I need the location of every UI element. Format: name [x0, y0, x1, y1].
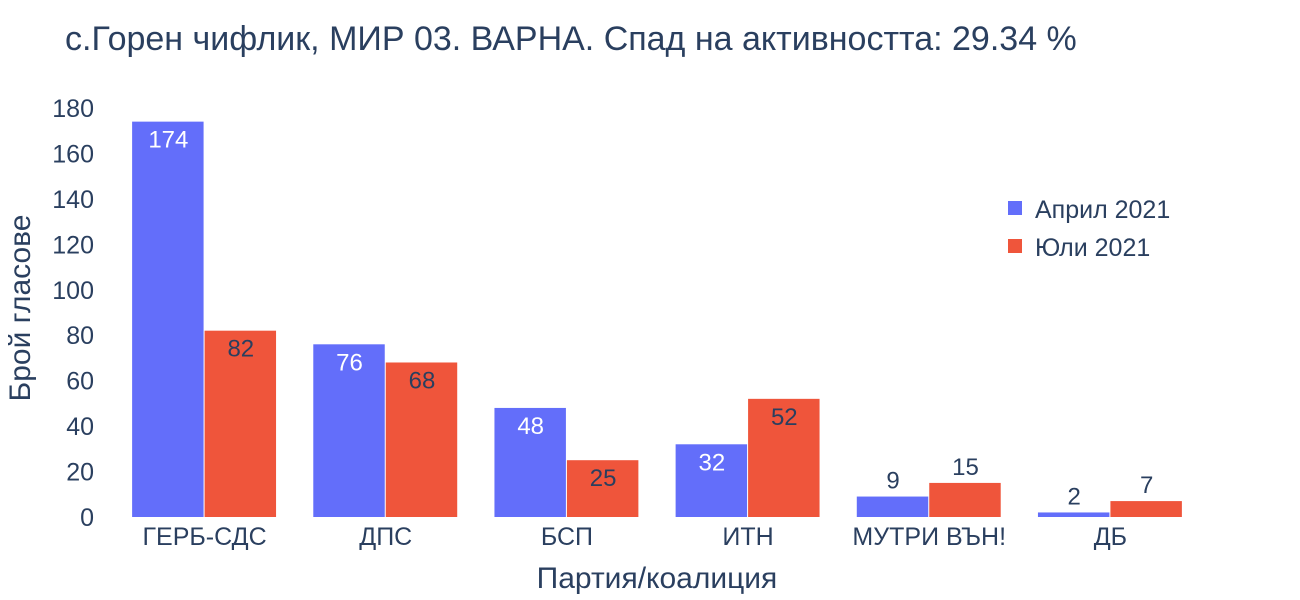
bar-value-label: 9	[886, 468, 899, 495]
bar[interactable]	[1037, 512, 1110, 517]
bar[interactable]	[748, 398, 820, 517]
y-tick-label: 20	[66, 459, 94, 487]
y-tick-label: 60	[66, 368, 94, 396]
x-axis-ticks: ГЕРБ-СДС ДПС БСП ИТН МУТРИ ВЪН! ДБ	[143, 523, 1128, 551]
legend-swatch[interactable]	[1008, 239, 1022, 253]
y-tick-label: 40	[66, 413, 94, 441]
bar-value-label: 25	[590, 465, 617, 492]
bar-value-label: 15	[952, 454, 979, 481]
x-tick-label: ИТН	[722, 523, 773, 551]
bar-labels: 174 76 48 32 9 2 82 68 25 52 15 7	[148, 127, 1153, 511]
bar-value-label: 174	[148, 127, 188, 154]
y-tick-label: 80	[66, 322, 94, 350]
y-tick-label: 0	[80, 504, 94, 532]
bar[interactable]	[313, 344, 385, 517]
bar[interactable]	[1110, 501, 1182, 517]
x-axis-label: Партия/коалиция	[537, 562, 778, 595]
legend-entry[interactable]: Юли 2021	[1035, 234, 1150, 262]
bar-value-label: 68	[409, 367, 436, 394]
legend-entry[interactable]: Април 2021	[1035, 196, 1170, 224]
y-tick-label: 140	[52, 186, 94, 214]
legend[interactable]: Април 2021 Юли 2021	[1008, 196, 1170, 262]
y-axis-label: Брой гласове	[4, 215, 37, 402]
legend-swatch[interactable]	[1008, 201, 1022, 215]
bars	[132, 121, 1182, 517]
bar[interactable]	[856, 496, 929, 517]
bar[interactable]	[675, 444, 748, 517]
x-tick-label: ДПС	[359, 523, 412, 551]
bar-value-label: 48	[517, 413, 544, 440]
y-tick-label: 120	[52, 231, 94, 259]
bar-value-label: 7	[1140, 472, 1153, 499]
bar-value-label: 32	[698, 449, 725, 476]
bar[interactable]	[385, 362, 458, 517]
y-axis-ticks: 0 20 40 60 80 100 120 140 160 180	[52, 95, 94, 532]
y-tick-label: 100	[52, 277, 94, 305]
x-tick-label: ДБ	[1094, 523, 1127, 551]
bar[interactable]	[566, 460, 639, 517]
y-tick-label: 180	[52, 95, 94, 123]
bar-value-label: 52	[771, 404, 798, 431]
chart-title: с.Горен чифлик, МИР 03. ВАРНА. Спад на а…	[65, 20, 1077, 58]
x-tick-label: МУТРИ ВЪН!	[852, 523, 1006, 551]
x-tick-label: БСП	[541, 523, 593, 551]
bar[interactable]	[494, 407, 566, 517]
bar[interactable]	[204, 330, 277, 517]
x-tick-label: ГЕРБ-СДС	[143, 523, 267, 551]
bar[interactable]	[132, 121, 204, 517]
y-tick-label: 160	[52, 140, 94, 168]
bar-value-label: 76	[336, 349, 363, 376]
bar-value-label: 82	[227, 336, 254, 363]
bar-value-label: 2	[1068, 483, 1081, 510]
bar[interactable]	[929, 482, 1001, 517]
